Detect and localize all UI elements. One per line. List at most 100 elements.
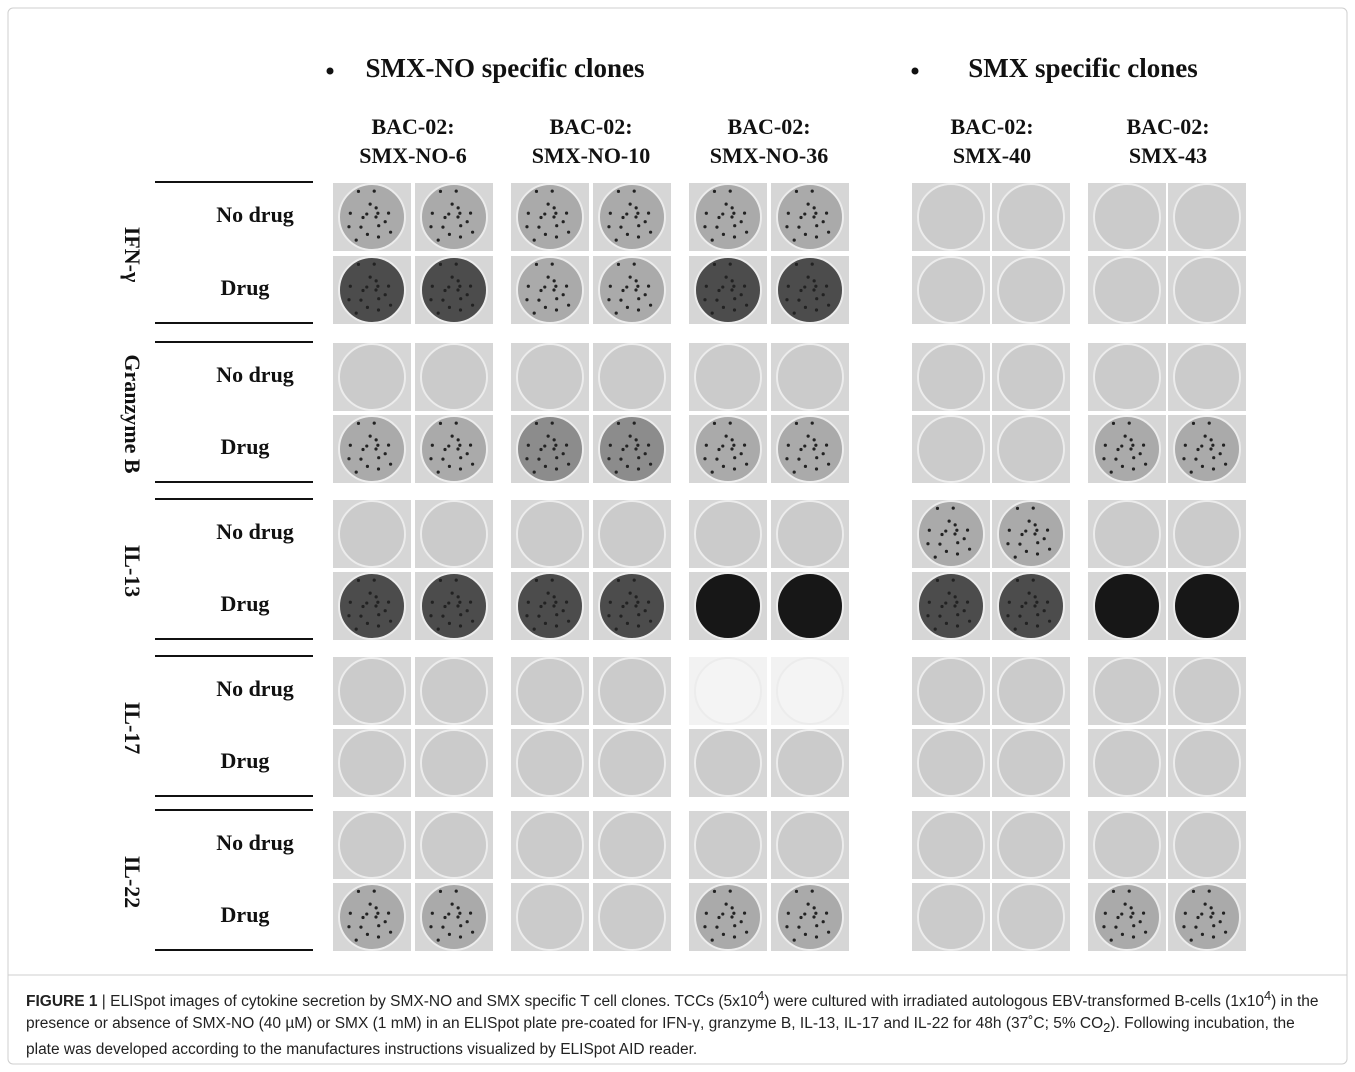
spot	[721, 464, 726, 469]
spot	[543, 232, 548, 237]
spot	[347, 298, 351, 302]
well	[1093, 343, 1161, 411]
spot	[730, 279, 734, 283]
spot	[526, 443, 530, 447]
spot	[1102, 457, 1106, 461]
spot	[546, 591, 550, 595]
spot	[365, 601, 369, 605]
spot	[955, 624, 960, 628]
spot	[468, 211, 473, 215]
spot	[947, 591, 951, 595]
spot	[814, 467, 819, 471]
well	[516, 657, 584, 725]
spot	[927, 600, 931, 604]
spot	[438, 889, 443, 893]
condition-label: No drug	[216, 202, 294, 227]
spot	[443, 915, 447, 920]
spot	[1035, 600, 1039, 604]
spot	[447, 464, 452, 469]
spot	[1200, 464, 1205, 469]
spot	[377, 297, 381, 301]
spot	[468, 600, 473, 604]
spot	[1211, 935, 1216, 939]
spot	[552, 604, 556, 608]
spot	[619, 457, 623, 461]
spot	[354, 470, 358, 474]
spot	[441, 225, 445, 229]
clone-label: SMX-NO-36	[710, 143, 829, 168]
cytokine-label: IL-17	[120, 702, 145, 755]
spot	[1120, 932, 1125, 937]
spot	[703, 298, 707, 302]
well	[694, 729, 762, 797]
spot	[935, 578, 940, 582]
spot	[438, 262, 443, 266]
spot	[1006, 614, 1010, 618]
spot	[454, 262, 458, 266]
well	[917, 415, 985, 483]
well	[598, 256, 666, 324]
well	[997, 883, 1065, 951]
spot	[374, 206, 378, 210]
spot	[459, 297, 463, 301]
spot	[361, 604, 365, 609]
spot	[532, 627, 536, 631]
spot	[646, 284, 651, 288]
spot	[348, 911, 352, 915]
spot	[704, 443, 708, 447]
spot	[1207, 421, 1211, 425]
cytokine-label: IL-22	[120, 856, 145, 909]
well	[338, 729, 406, 797]
spot	[465, 452, 469, 456]
spot	[1221, 443, 1226, 447]
well	[598, 883, 666, 951]
spot	[643, 293, 647, 297]
spot	[728, 262, 732, 266]
spot	[1200, 912, 1204, 916]
spot	[715, 925, 719, 929]
spot	[732, 935, 737, 939]
well	[516, 256, 584, 324]
spot	[967, 619, 972, 623]
spot	[1013, 627, 1017, 631]
spot	[359, 925, 363, 929]
spot	[374, 906, 378, 910]
spot	[525, 298, 529, 302]
spot	[1189, 938, 1193, 942]
spot	[458, 443, 462, 447]
spot	[721, 444, 725, 448]
spot	[365, 212, 369, 216]
well	[420, 343, 488, 411]
wells	[333, 183, 1246, 951]
caption-text: | ELISpot images of cytokine secretion b…	[97, 993, 758, 1011]
spot	[940, 604, 944, 609]
spot	[814, 308, 819, 312]
spot	[785, 225, 789, 229]
spot	[619, 225, 623, 229]
spot	[436, 627, 440, 631]
spot	[447, 932, 452, 937]
well	[1093, 811, 1161, 879]
spot	[744, 462, 749, 466]
spot	[1211, 467, 1216, 471]
condition-label: No drug	[216, 830, 294, 855]
spot	[1120, 464, 1125, 469]
spot	[1211, 443, 1215, 447]
spot	[555, 297, 559, 301]
spot	[953, 532, 957, 536]
well	[338, 183, 406, 251]
spot	[821, 452, 825, 456]
spot	[368, 902, 372, 906]
spot	[648, 230, 653, 234]
well	[598, 572, 666, 640]
spot	[552, 279, 556, 283]
spot	[386, 443, 391, 447]
spot	[365, 464, 370, 469]
well	[338, 657, 406, 725]
spot	[1103, 443, 1107, 447]
spot	[1015, 578, 1020, 582]
spot	[810, 889, 814, 893]
spot	[468, 443, 473, 447]
spot	[525, 225, 529, 229]
spot	[926, 614, 930, 618]
